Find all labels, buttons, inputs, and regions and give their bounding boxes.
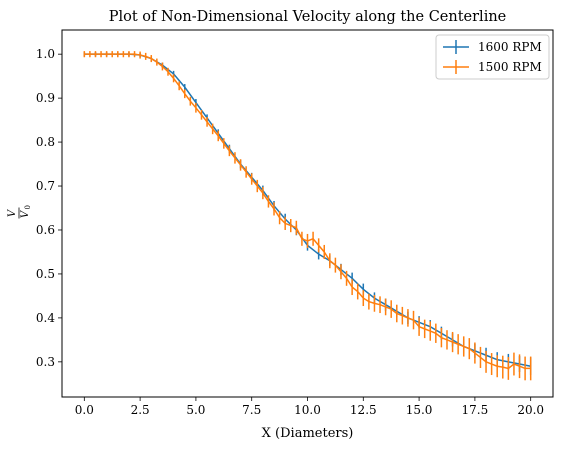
y-tick-label: 1.0 — [36, 47, 55, 61]
legend-box — [435, 34, 550, 80]
x-tick-label: 2.5 — [131, 403, 150, 417]
legend: 1600 RPM 1500 RPM — [435, 34, 550, 80]
x-tick-label: 0.0 — [75, 403, 94, 417]
y-axis-label-denominator-subscript: 0 — [24, 205, 32, 209]
legend-label-1500-rpm: 1500 RPM — [478, 60, 542, 74]
x-axis-ticks: 0.0 2.5 5.0 7.5 10.0 12.5 15.0 17.5 20.0 — [75, 397, 544, 417]
y-tick-label: 0.7 — [36, 179, 55, 193]
x-tick-label: 17.5 — [462, 403, 489, 417]
x-tick-label: 5.0 — [186, 403, 205, 417]
y-tick-label: 0.6 — [36, 223, 55, 237]
series-line-1500-rpm — [84, 53, 531, 370]
y-tick-label: 0.4 — [36, 311, 55, 325]
x-tick-label: 7.5 — [242, 403, 261, 417]
legend-label-1600-rpm: 1600 RPM — [478, 40, 542, 54]
y-axis-label-numerator: V — [7, 208, 18, 217]
axes-frame — [61, 29, 554, 398]
plot-area — [83, 51, 532, 381]
y-tick-label: 0.9 — [36, 91, 55, 105]
y-axis-label: V V 0 — [7, 205, 32, 219]
x-tick-label: 20.0 — [517, 403, 544, 417]
series-line-1600-rpm — [84, 53, 531, 367]
series-1600-rpm — [83, 51, 532, 376]
y-axis-label-denominator: V — [20, 209, 31, 218]
chart-title: Plot of Non-Dimensional Velocity along t… — [109, 9, 507, 25]
y-tick-label: 0.3 — [36, 355, 55, 369]
y-tick-label: 0.8 — [36, 135, 55, 149]
y-tick-label: 0.5 — [36, 267, 55, 281]
x-tick-label: 15.0 — [406, 403, 433, 417]
series-1500-rpm — [83, 51, 532, 381]
x-tick-label: 10.0 — [294, 403, 321, 417]
x-axis-label: X (Diameters) — [262, 426, 354, 441]
x-tick-label: 12.5 — [350, 403, 377, 417]
y-axis-ticks: 0.3 0.4 0.5 0.6 0.7 0.8 0.9 1.0 — [36, 47, 62, 369]
